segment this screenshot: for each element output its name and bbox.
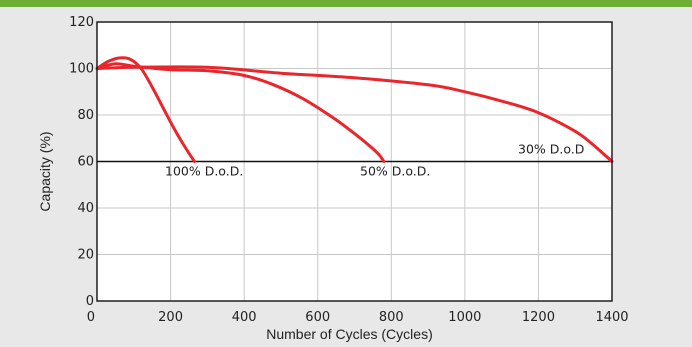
x-tick-label: 1000 [448,310,481,325]
x-tick-label: 1400 [595,310,628,325]
y-tick-label: 60 [77,155,94,170]
y-tick-label: 40 [77,201,94,216]
x-tick-label: 800 [379,310,404,325]
series-label: 30% D.o.D [518,142,584,157]
x-axis-title: Number of Cycles (Cycles) [266,326,432,342]
grid-lines [97,22,612,301]
series-lines [95,56,614,163]
x-tick-label: 200 [158,310,183,325]
y-tick-label: 120 [69,15,94,30]
top-accent-bar [0,0,692,7]
x-tick-label: 1200 [522,310,555,325]
series-labels: 100% D.o.D. 50% D.o.D. 30% D.o.D [165,142,584,179]
y-axis-title: Capacity (%) [37,131,53,211]
y-tick-label: 20 [77,248,94,263]
y-tick-labels: 0 20 40 60 80 100 120 [69,15,94,309]
y-tick-label: 80 [77,108,94,123]
y-tick-label: 0 [86,294,94,309]
y-tick-label: 100 [69,62,94,77]
series-line-100-dod [95,56,196,163]
series-label: 100% D.o.D. [165,164,243,179]
x-tick-label: 600 [305,310,330,325]
x-tick-labels: 0 200 400 600 800 1000 1200 1400 [87,310,629,325]
x-tick-label: 0 [87,310,95,325]
series-line-30-dod [95,65,614,163]
x-tick-label: 400 [232,310,257,325]
series-label: 50% D.o.D. [360,164,430,179]
plot-frame [96,21,613,302]
